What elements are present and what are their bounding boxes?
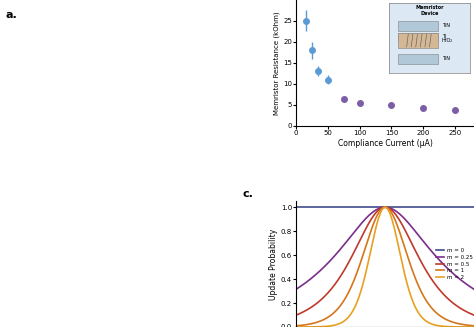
m = 0.25 [399,214,404,217]
m = 1 [374,215,380,218]
m = 1 [412,276,418,280]
m = 0.25 [339,246,345,250]
m = 0.5 [399,221,404,225]
m = 0.5 [382,205,388,209]
Line: m = 0.25: m = 0.25 [296,207,474,289]
m = 2 [412,305,418,309]
X-axis label: Compliance Current (μA): Compliance Current (μA) [337,139,432,148]
Line: m = 1: m = 1 [296,207,474,326]
m = 2 [382,205,388,209]
m = 0.25 [374,208,380,212]
m = 0.25 [382,205,388,209]
m = 2 [399,257,404,261]
m = 1 [293,324,299,327]
m = 0.25 [293,287,299,291]
m = 1 [428,304,433,308]
m = 0.25 [428,248,433,252]
m = 0 [374,205,380,209]
m = 0 [293,205,299,209]
m = 0.5 [339,272,345,276]
Text: c.: c. [243,189,254,199]
Y-axis label: Update Probability: Update Probability [269,229,278,300]
m = 2 [293,325,299,327]
Legend: m = 0, m = 0.25, m = 0.5, m = 1, m = 2: m = 0, m = 0.25, m = 0.5, m = 1, m = 2 [434,246,474,282]
m = 2 [471,325,474,327]
m = 0.5 [374,210,380,214]
Text: a.: a. [6,10,18,20]
m = 1 [399,235,404,239]
m = 2 [374,223,380,227]
m = 0 [398,205,404,209]
m = 0.5 [471,313,474,317]
m = 2 [339,320,345,324]
m = 0.5 [428,275,433,279]
m = 0 [427,205,433,209]
m = 1 [471,324,474,327]
m = 0 [412,205,418,209]
m = 0.5 [325,291,330,295]
m = 0 [325,205,330,209]
m = 0 [471,205,474,209]
m = 0.25 [471,287,474,291]
m = 0.25 [412,229,418,233]
m = 0.25 [325,261,330,265]
m = 2 [325,324,330,327]
m = 0.5 [412,249,418,252]
m = 1 [339,302,345,306]
Y-axis label: Memristor Resistance (kOhm): Memristor Resistance (kOhm) [273,11,280,115]
Line: m = 2: m = 2 [296,207,474,327]
m = 1 [382,205,388,209]
m = 0.5 [293,313,299,317]
m = 1 [325,316,330,319]
Line: m = 0.5: m = 0.5 [296,207,474,315]
m = 2 [428,321,433,325]
m = 0 [339,205,345,209]
